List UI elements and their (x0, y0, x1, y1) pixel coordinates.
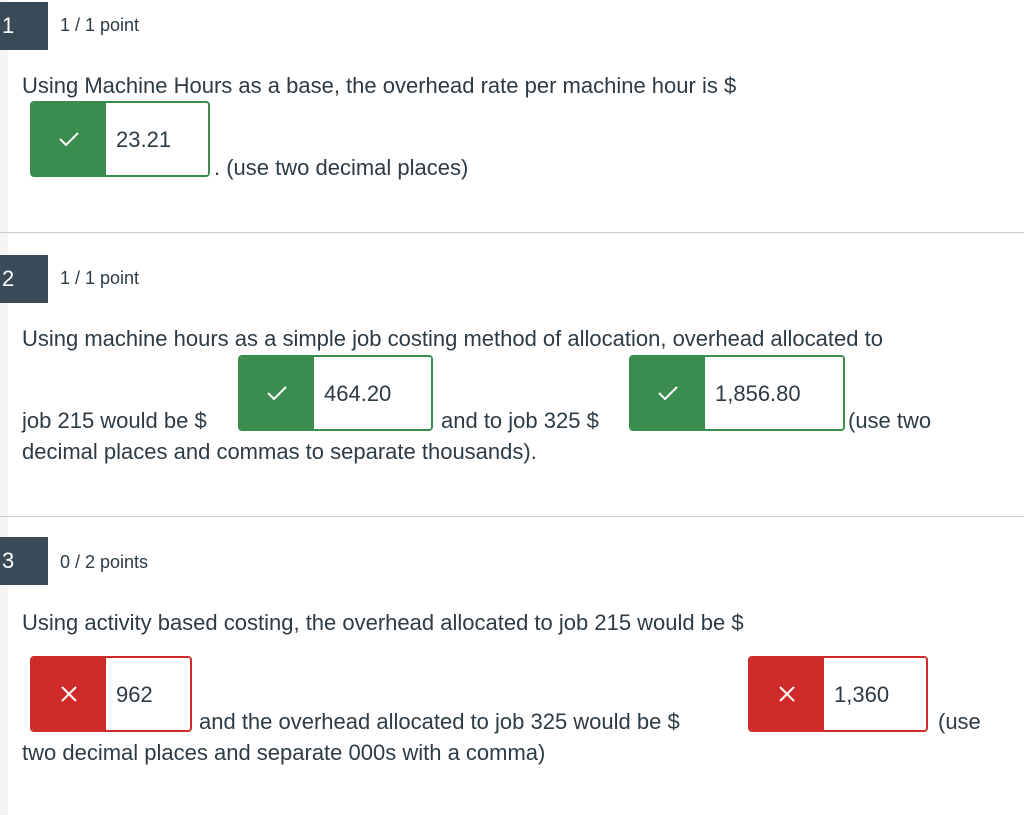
question-2-answer-1-value[interactable]: 464.20 (314, 357, 431, 429)
question-2-points: 1 / 1 point (60, 268, 140, 288)
question-number-3: 3 (0, 537, 48, 585)
question-1-suffix: . (use two decimal places) (214, 155, 469, 180)
question-2-text-c: (use two (848, 408, 932, 433)
checkmark-icon (631, 357, 705, 429)
question-2-prompt: Using machine hours as a simple job cost… (22, 326, 883, 351)
question-number-1: 1 (0, 2, 48, 50)
question-1-prompt: Using Machine Hours as a base, the overh… (22, 73, 737, 98)
question-2-answer-job-325[interactable]: 1,856.80 (629, 355, 845, 431)
question-1-answer[interactable]: 23.21 (30, 101, 210, 177)
question-2-answer-2-value[interactable]: 1,856.80 (705, 357, 843, 429)
left-gutter (0, 0, 8, 815)
x-icon (750, 658, 824, 730)
question-3-answer-2-value[interactable]: 1,360 (824, 658, 926, 730)
checkmark-icon (240, 357, 314, 429)
question-2-text-a: job 215 would be $ (22, 408, 207, 433)
question-3-prompt: Using activity based costing, the overhe… (22, 610, 744, 635)
question-3-text-c: two decimal places and separate 000s wit… (22, 740, 546, 765)
question-1-answer-value[interactable]: 23.21 (106, 103, 208, 175)
question-2-text-b: and to job 325 $ (441, 408, 599, 433)
question-2-answer-job-215[interactable]: 464.20 (238, 355, 433, 431)
question-3-points: 0 / 2 points (60, 552, 149, 572)
question-3-text-b: (use (938, 709, 981, 734)
checkmark-icon (32, 103, 106, 175)
question-3-text-a: and the overhead allocated to job 325 wo… (199, 709, 680, 734)
question-2-text-d: decimal places and commas to separate th… (22, 439, 537, 464)
question-1-points: 1 / 1 point (60, 15, 140, 35)
divider (0, 516, 1024, 517)
divider (0, 232, 1024, 233)
question-3-answer-job-215[interactable]: 962 (30, 656, 192, 732)
question-3-answer-1-value[interactable]: 962 (106, 658, 190, 730)
x-icon (32, 658, 106, 730)
question-number-2: 2 (0, 255, 48, 303)
question-3-answer-job-325[interactable]: 1,360 (748, 656, 928, 732)
